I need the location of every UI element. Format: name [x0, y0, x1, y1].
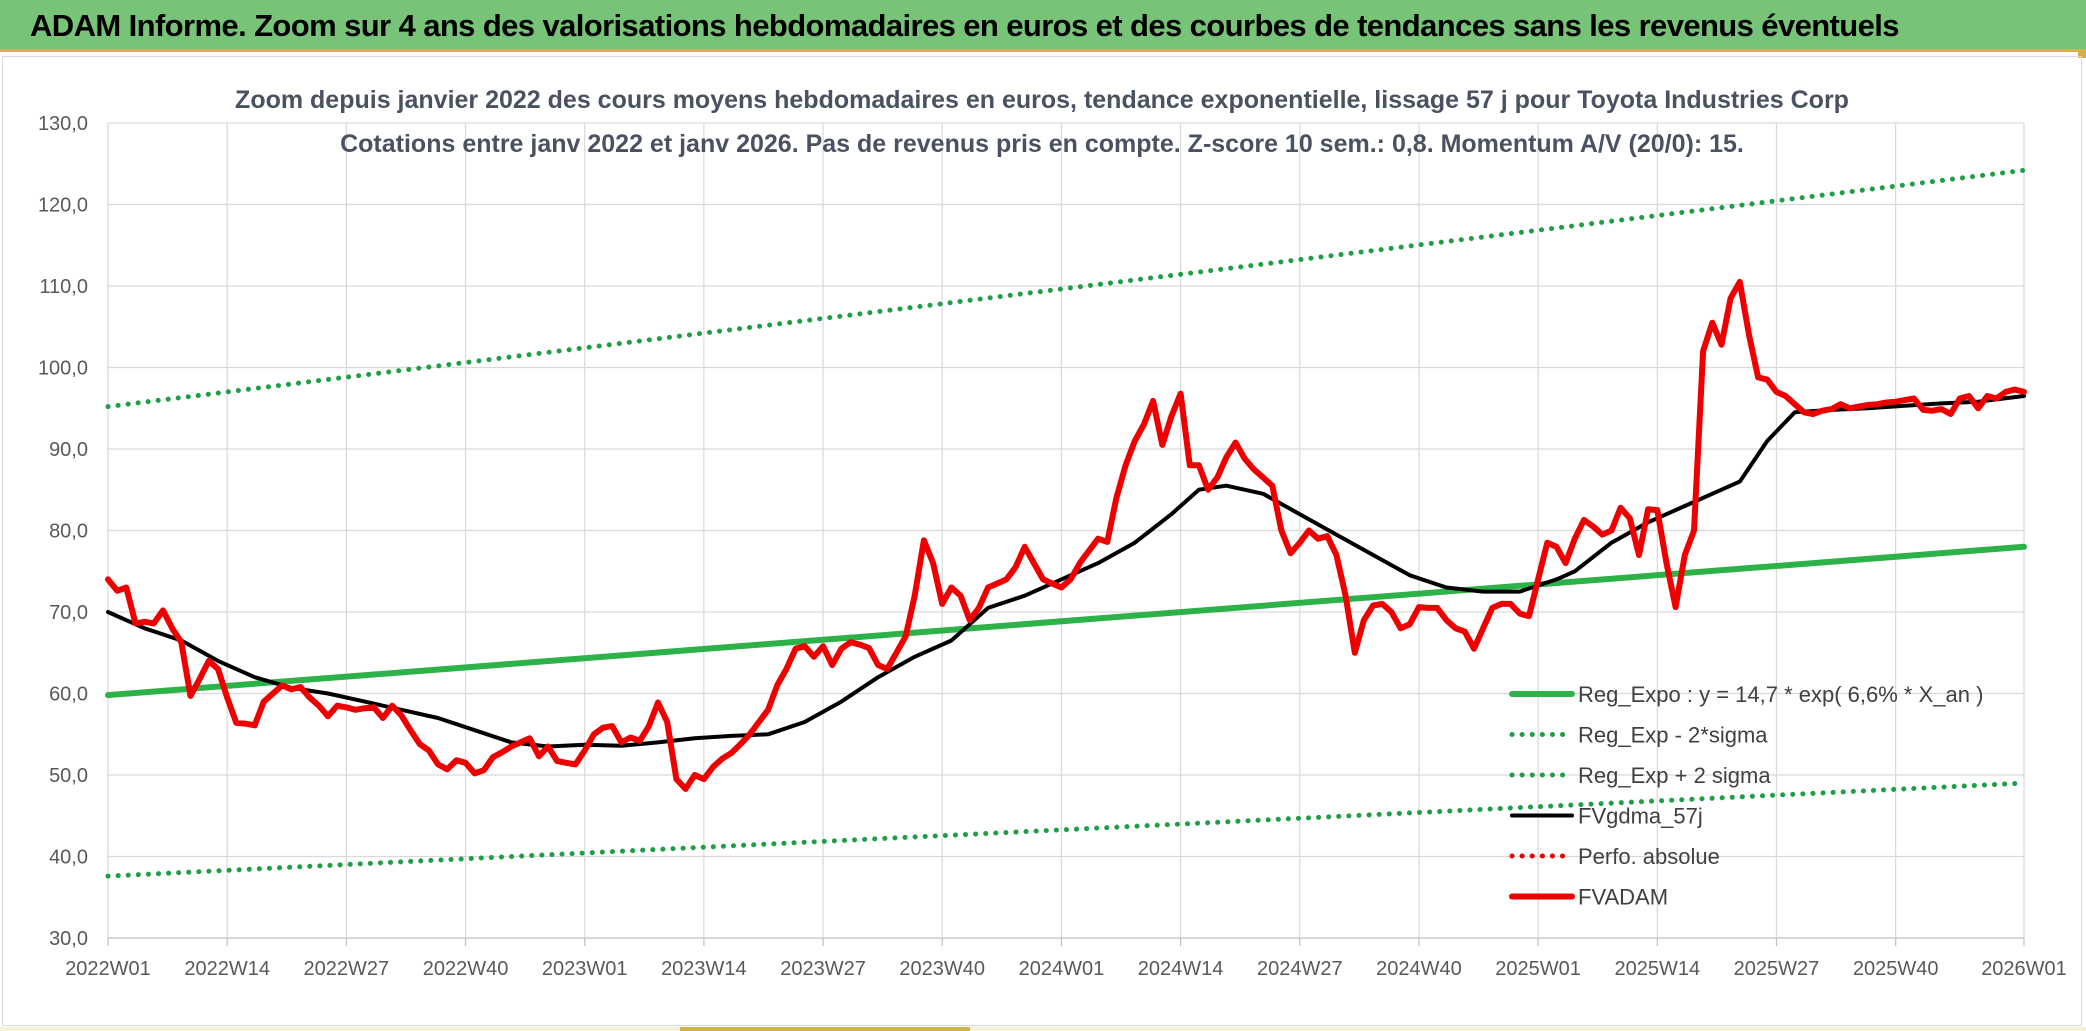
x-tick-label: 2024W01: [1019, 958, 1105, 980]
series-line: [105, 278, 2027, 792]
x-tick-label: 2024W14: [1138, 958, 1224, 980]
page-title: ADAM Informe. Zoom sur 4 ans des valoris…: [30, 8, 1900, 43]
x-tick-label: 2025W27: [1734, 958, 1820, 980]
legend-label: Reg_Expo : y = 14,7 * exp( 6,6% * X_an ): [1578, 682, 1983, 707]
y-tick-label: 40,0: [49, 847, 88, 869]
legend-label: FVADAM: [1578, 885, 1668, 910]
y-tick-label: 50,0: [49, 765, 88, 787]
x-tick-label: 2022W14: [184, 958, 270, 980]
x-tick-label: 2023W40: [899, 958, 985, 980]
series-line: [105, 167, 2027, 410]
legend-label: Reg_Exp - 2*sigma: [1578, 723, 1768, 748]
legend-label: Perfo. absolue: [1578, 844, 1720, 869]
series-line: [106, 394, 2026, 749]
chart-subtitle: Cotations entre janv 2022 et janv 2026. …: [340, 130, 1744, 158]
y-tick-label: 90,0: [49, 439, 88, 461]
x-tick-label: 2022W27: [304, 958, 390, 980]
bottom-strip-accent: [680, 1027, 970, 1031]
y-axis-labels: 30,0 40,0 50,0 60,0 70,0 80,0 90,0 100,0 110,0 12…: [38, 113, 88, 950]
legend-label: FVgdma_57j: [1578, 804, 1703, 829]
y-tick-label: 80,0: [49, 521, 88, 543]
chart-title: Zoom depuis janvier 2022 des cours moyen…: [235, 86, 1849, 114]
series-line: [105, 780, 2027, 879]
y-tick-label: 110,0: [39, 276, 88, 298]
banner-corner-accent: [2078, 52, 2086, 58]
legend-label: Reg_Exp + 2 sigma: [1578, 763, 1771, 788]
y-tick-label: 130,0: [38, 113, 88, 135]
x-tick-label: 2023W14: [661, 958, 747, 980]
x-tick-label: 2024W40: [1376, 958, 1462, 980]
chart-gridlines: [107, 122, 2025, 946]
x-tick-label: 2023W01: [542, 958, 628, 980]
chart-legend: Reg_Expo : y = 14,7 * exp( 6,6% * X_an )…: [1509, 682, 1983, 910]
x-tick-label: 2022W01: [65, 958, 151, 980]
x-tick-label: 2022W40: [423, 958, 509, 980]
y-tick-label: 30,0: [49, 928, 88, 950]
series-line: [105, 543, 2027, 699]
y-tick-label: 70,0: [49, 602, 88, 624]
chart-frame: [2, 56, 2082, 1026]
x-tick-label: 2025W40: [1853, 958, 1939, 980]
x-axis-labels: 2022W01 2022W14 2022W27 2022W40 2023W01 2023W…: [65, 958, 2067, 980]
x-tick-label: 2025W01: [1495, 958, 1581, 980]
y-tick-label: 120,0: [38, 195, 88, 217]
y-tick-label: 60,0: [49, 684, 88, 706]
y-tick-label: 100,0: [38, 358, 88, 380]
x-tick-label: 2023W27: [780, 958, 866, 980]
x-tick-label: 2024W27: [1257, 958, 1343, 980]
x-tick-label: 2026W01: [1981, 958, 2067, 980]
x-tick-label: 2025W14: [1614, 958, 1700, 980]
chart-series: [105, 167, 2027, 879]
header-banner: ADAM Informe. Zoom sur 4 ans des valoris…: [0, 0, 2086, 52]
bottom-strip: [0, 1027, 2086, 1031]
